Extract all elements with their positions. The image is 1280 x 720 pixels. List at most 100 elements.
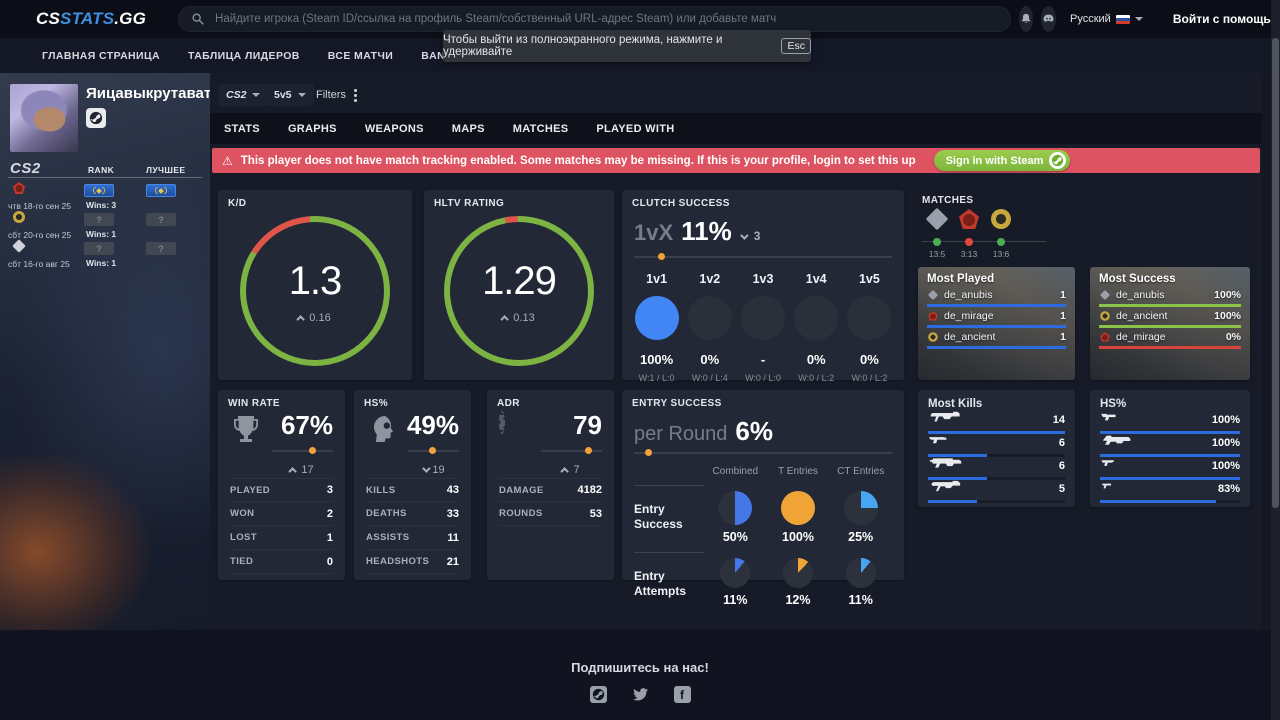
clutch-circle <box>634 296 679 340</box>
kd-delta: 0.16 <box>296 312 331 324</box>
most-kills-card: Most Kills 14 6 6 5 <box>918 390 1075 507</box>
win-rate-card: WIN RATE 67% 17 PLAYED 3 WON 2 LOST 1 TIED 0 <box>218 390 345 580</box>
divider <box>8 177 202 178</box>
nav-item-home[interactable]: ГЛАВНАЯ СТРАНИЦА <box>42 49 161 62</box>
match-timeline <box>922 241 1046 242</box>
best-rank-badge: ? <box>146 213 176 226</box>
rank-column-header: RANK <box>88 165 115 175</box>
map-row[interactable]: de_anubis 1 <box>927 289 1066 307</box>
steam-profile-button[interactable] <box>86 108 106 128</box>
tab-graphs[interactable]: GRAPHS <box>287 122 337 135</box>
chevron-down-icon <box>1134 17 1143 21</box>
most-success-card: Most Success de_anubis 100% de_ancient 100… <box>1090 267 1250 380</box>
fullscreen-toast: Чтобы выйти из полноэкранного режима, на… <box>443 30 811 62</box>
map-row[interactable]: de_mirage 1 <box>927 310 1066 328</box>
matches-title: MATCHES <box>922 195 974 206</box>
search-input[interactable] <box>213 12 999 26</box>
kebab-icon <box>353 93 357 97</box>
weapon-hs-card: HS% 100% 100% 100% 83% <box>1090 390 1250 507</box>
tab-maps[interactable]: MAPS <box>451 122 485 135</box>
filters-button[interactable]: Filters <box>316 84 357 106</box>
entry-progress <box>634 449 892 456</box>
rank-badge <box>84 184 114 197</box>
match-result-dot <box>997 238 1005 246</box>
steam-icon <box>1049 152 1067 169</box>
pie-chart <box>720 558 751 588</box>
entry-table: Combined T Entries CT Entries Entry Succ… <box>634 466 892 607</box>
clutch-circle <box>687 296 732 340</box>
notifications-button[interactable] <box>1019 6 1034 32</box>
weapon-row: 100% <box>1100 412 1240 434</box>
tab-played-with[interactable]: PLAYED WITH <box>596 122 675 135</box>
mode-select[interactable]: 5v5 <box>266 84 314 106</box>
trophy-icon <box>230 414 262 451</box>
card-title: ENTRY SUCCESS <box>632 398 722 409</box>
game-select[interactable]: CS2 <box>218 84 269 106</box>
win-rate-progress <box>272 447 333 454</box>
map-row[interactable]: de_ancient 1 <box>927 331 1066 349</box>
search-bar <box>178 6 1012 32</box>
rank-row: чтв 18-го сен 25 Wins: 3 <box>0 181 210 211</box>
map-row[interactable]: de_ancient 100% <box>1099 310 1241 328</box>
card-title: K/D <box>228 198 247 209</box>
player-name: Яицавыкрутавател <box>86 85 210 102</box>
ak47-icon <box>928 410 972 429</box>
kd-value: 1.3 <box>288 258 343 303</box>
scrollbar-thumb[interactable] <box>1272 38 1279 508</box>
language-selector[interactable]: Русский <box>1070 13 1143 25</box>
cs2-logo: CS2 <box>10 160 41 177</box>
deagle-icon <box>1100 456 1130 475</box>
stats-tabs: STATS GRAPHS WEAPONS MAPS MATCHES PLAYED… <box>210 113 1262 144</box>
clutch-1v3: 1v3- W:0 / L:0 <box>736 272 789 383</box>
best-column-header: ЛУЧШЕЕ <box>146 165 186 175</box>
site-logo[interactable]: CSSTATS.GG <box>36 9 147 28</box>
pie-chart <box>845 558 876 588</box>
tab-stats[interactable]: STATS <box>224 122 260 135</box>
steam-login-link[interactable]: Войти с помощью Steam <box>1172 12 1280 26</box>
facebook-icon[interactable]: f <box>673 686 691 703</box>
rank-badge: ? <box>84 242 114 255</box>
toast-text: Чтобы выйти из полноэкранного режима, на… <box>443 34 723 58</box>
clutch-circle <box>794 296 839 340</box>
map-row[interactable]: de_mirage 0% <box>1099 331 1241 349</box>
weapon-row: 5 <box>928 480 1065 503</box>
chevron-up-icon <box>500 314 510 324</box>
hs-rows: KILLS 43 DEATHS 33 ASSISTS 11 HEADSHOTS 21 <box>366 478 459 574</box>
wins-label: Wins: 3 <box>86 200 117 210</box>
clutch-1v4: 1v4 0% W:0 / L:2 <box>790 272 843 383</box>
sign-in-with-steam-button[interactable]: Sign in with Steam <box>933 150 1071 171</box>
win-rate-value: 67% <box>280 410 333 440</box>
pie-chart <box>781 491 815 525</box>
nav-item-all-matches[interactable]: ВСЕ МАТЧИ <box>327 49 394 62</box>
hltv-delta: 0.13 <box>500 312 535 324</box>
clutch-circle <box>741 296 785 340</box>
nav-item-leaderboards[interactable]: ТАБЛИЦА ЛИДЕРОВ <box>188 49 300 62</box>
clutch-1v1: 1v1 100% W:1 / L:0 <box>630 272 683 383</box>
most-played-card: Most Played de_anubis 1 de_mirage 1 de_anc… <box>918 267 1075 380</box>
tab-matches[interactable]: MATCHES <box>512 122 569 135</box>
steam-icon[interactable] <box>589 686 607 703</box>
chevron-down-icon <box>252 93 261 97</box>
adr-card: ADR 79 7 DAMAGE 4182 ROUNDS 53 <box>487 390 614 580</box>
top-bar: CSSTATS.GG Русский Войти с помощью Steam <box>0 0 1280 38</box>
map-row[interactable]: de_anubis 100% <box>1099 289 1241 307</box>
match-score: 13:6 <box>992 249 1010 259</box>
kd-ring: 1.3 0.16 <box>240 216 390 366</box>
glock-icon <box>1100 479 1128 498</box>
discord-button[interactable] <box>1041 6 1057 32</box>
anubis-map-icon[interactable] <box>925 207 949 231</box>
wins-label: Wins: 1 <box>86 258 117 268</box>
hltv-ring: 1.29 0.13 <box>444 216 594 366</box>
card-title: HLTV RATING <box>434 198 505 209</box>
entry-attempts-row: Entry Attempts 11% 12% 11% <box>634 552 892 607</box>
match-score: 13:5 <box>928 249 946 259</box>
tab-weapons[interactable]: WEAPONS <box>364 122 424 135</box>
weapon-row: 6 <box>928 458 1065 480</box>
adr-delta: 7 <box>560 464 580 476</box>
twitter-icon[interactable] <box>632 686 649 703</box>
scrollbar <box>1271 0 1280 720</box>
ancient-map-icon[interactable] <box>991 209 1011 229</box>
russian-flag-icon <box>1115 14 1130 24</box>
col-header-combined: Combined <box>712 466 759 477</box>
mirage-map-icon[interactable] <box>959 209 979 229</box>
